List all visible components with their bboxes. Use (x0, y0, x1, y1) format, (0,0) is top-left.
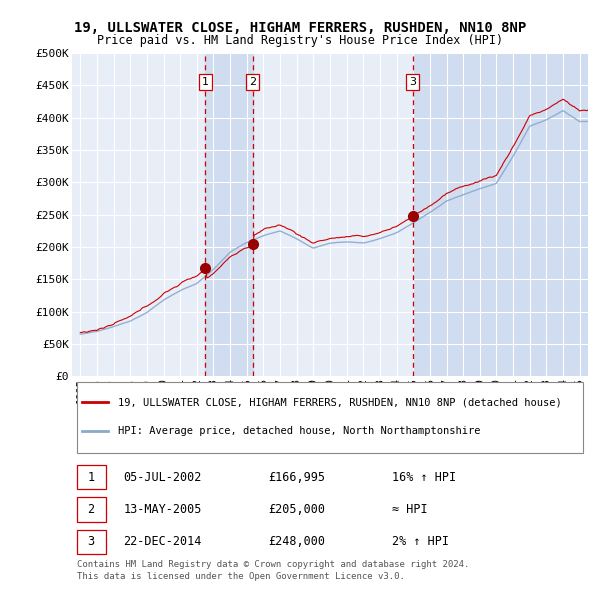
Text: 2% ↑ HPI: 2% ↑ HPI (392, 535, 449, 548)
Text: £248,000: £248,000 (268, 535, 325, 548)
Bar (77, 382, 583, 453)
Text: 05-JUL-2002: 05-JUL-2002 (124, 471, 202, 484)
Text: 22-DEC-2014: 22-DEC-2014 (124, 535, 202, 548)
Bar (413, 53, 588, 376)
Bar (77, 497, 106, 522)
Text: £205,000: £205,000 (268, 503, 325, 516)
Text: This data is licensed under the Open Government Licence v3.0.: This data is licensed under the Open Gov… (77, 572, 405, 581)
Text: 1: 1 (202, 77, 209, 87)
Bar (77, 465, 106, 489)
Bar (205, 53, 253, 376)
Text: Price paid vs. HM Land Registry's House Price Index (HPI): Price paid vs. HM Land Registry's House … (97, 34, 503, 47)
Text: ≈ HPI: ≈ HPI (392, 503, 428, 516)
Text: £166,995: £166,995 (268, 471, 325, 484)
Text: 3: 3 (88, 535, 95, 548)
Text: 3: 3 (409, 77, 416, 87)
Text: HPI: Average price, detached house, North Northamptonshire: HPI: Average price, detached house, Nort… (118, 426, 481, 436)
Text: 13-MAY-2005: 13-MAY-2005 (124, 503, 202, 516)
Bar (77, 530, 106, 554)
Text: 1: 1 (88, 471, 95, 484)
Text: Contains HM Land Registry data © Crown copyright and database right 2024.: Contains HM Land Registry data © Crown c… (77, 559, 470, 569)
Text: 16% ↑ HPI: 16% ↑ HPI (392, 471, 456, 484)
Text: 2: 2 (88, 503, 95, 516)
Text: 2: 2 (249, 77, 256, 87)
Text: 19, ULLSWATER CLOSE, HIGHAM FERRERS, RUSHDEN, NN10 8NP (detached house): 19, ULLSWATER CLOSE, HIGHAM FERRERS, RUS… (118, 398, 562, 408)
Text: 19, ULLSWATER CLOSE, HIGHAM FERRERS, RUSHDEN, NN10 8NP: 19, ULLSWATER CLOSE, HIGHAM FERRERS, RUS… (74, 21, 526, 35)
